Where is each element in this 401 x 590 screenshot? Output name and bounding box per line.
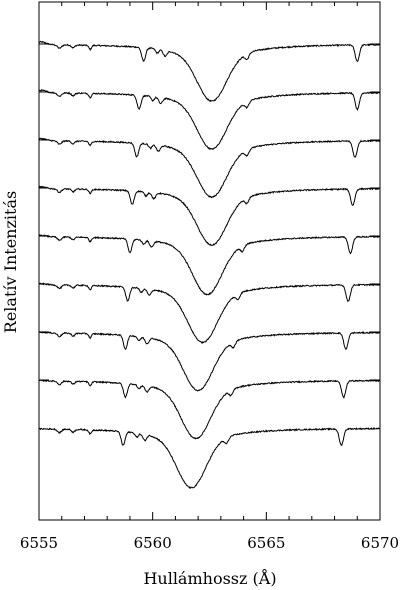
spectrum-line (38, 282, 381, 344)
spectrum-line (38, 234, 381, 296)
spectrum-line (38, 379, 381, 440)
x-tick-label: 6555 (20, 534, 58, 552)
spectrum-line (38, 427, 381, 489)
x-tick-label: 6565 (247, 534, 285, 552)
spectrum-line (38, 185, 381, 247)
x-axis-label: Hullámhossz (Å) (143, 568, 276, 588)
spectrum-line (38, 330, 381, 392)
x-tick-labels: 6555 6560 6565 6570 (20, 534, 399, 552)
spectrum-line (38, 40, 381, 103)
y-axis-label: Relatív Intenzitás (1, 191, 20, 333)
x-tick-label: 6560 (134, 534, 172, 552)
x-tick-label: 6570 (361, 534, 399, 552)
spectrum-line (38, 89, 381, 151)
plot-frame (38, 1, 381, 521)
spectra-series (38, 40, 381, 489)
axis-ticks (38, 2, 381, 520)
spectrum-line (38, 137, 381, 199)
